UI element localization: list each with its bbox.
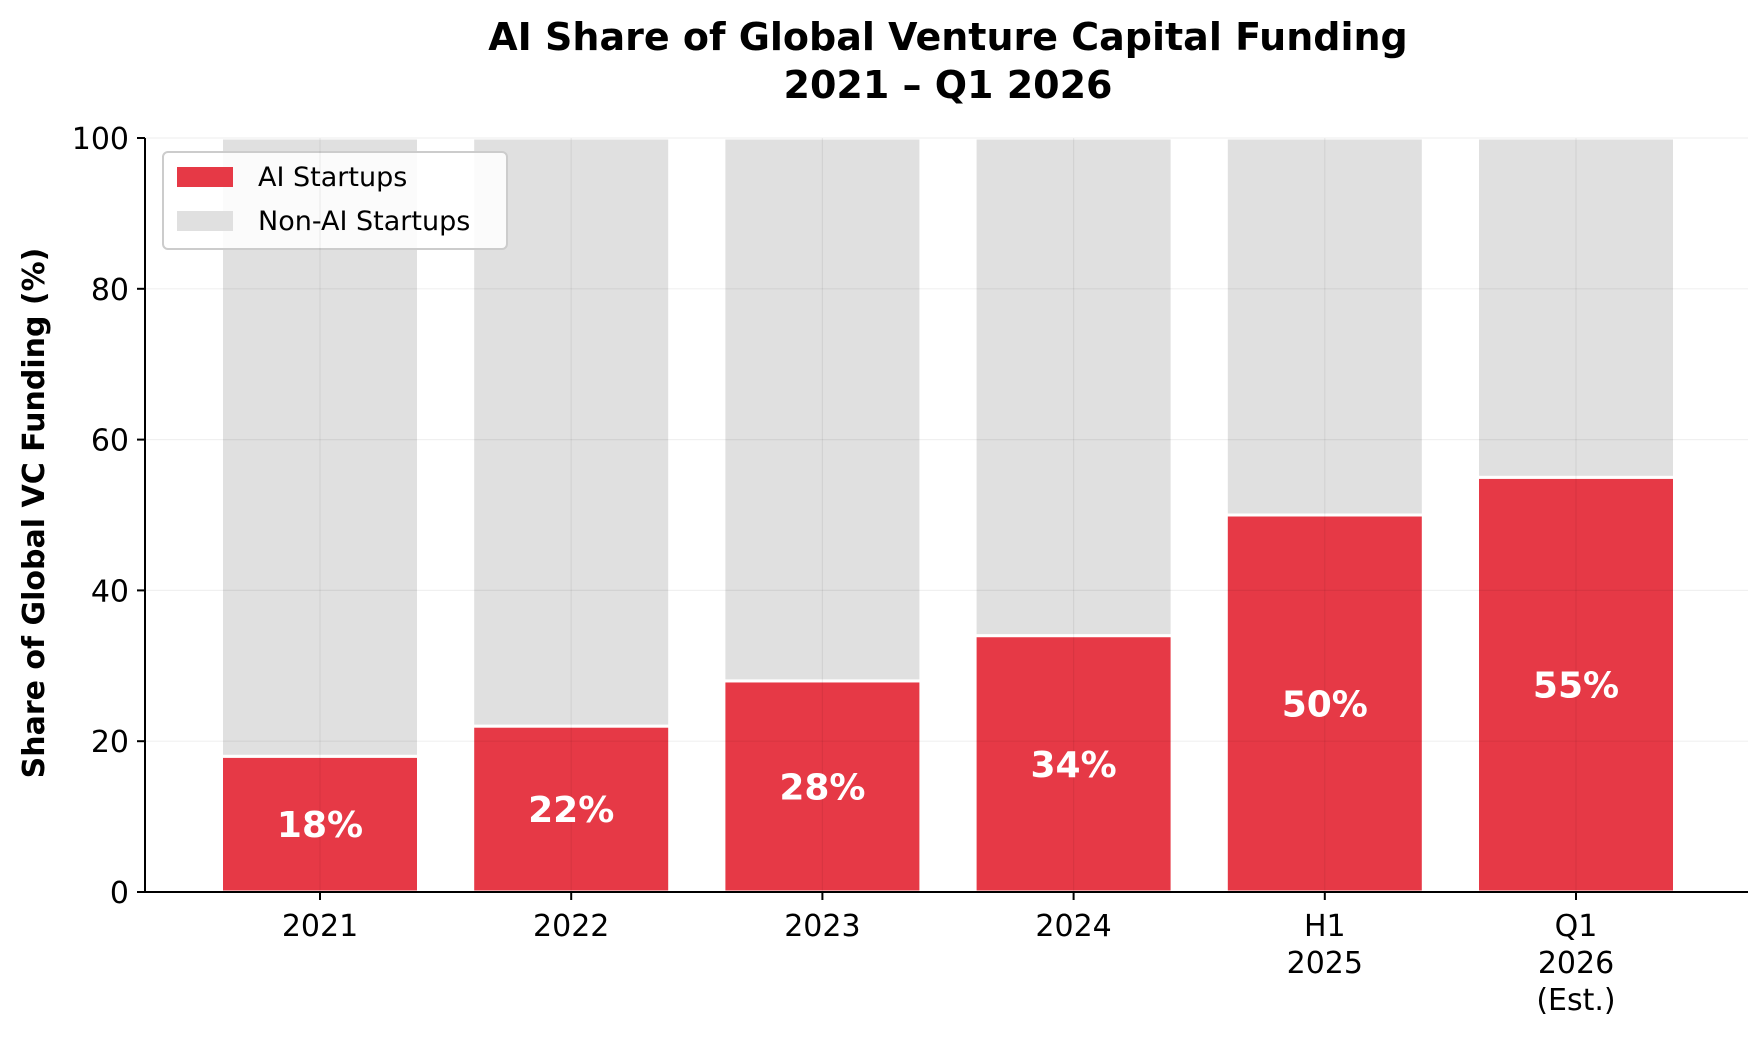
legend-swatch-ai — [177, 167, 233, 187]
chart-subtitle: 2021 – Q1 2026 — [784, 63, 1113, 107]
y-axis-label: Share of Global VC Funding (%) — [17, 248, 52, 779]
x-tick-label: 2021 — [282, 909, 358, 944]
y-tick-label: 20 — [91, 725, 129, 760]
y-tick-label: 100 — [72, 122, 129, 157]
chart-title: AI Share of Global Venture Capital Fundi… — [488, 15, 1407, 59]
y-tick-label: 80 — [91, 273, 129, 308]
bar-non-ai-3 — [973, 136, 1174, 638]
x-tick-label-line: 2024 — [1035, 909, 1111, 944]
x-tick-label-line: 2022 — [533, 909, 609, 944]
legend-box — [162, 151, 508, 250]
axes: 0 20 40 60 80 100 2021 2022 2023 2024 H1 2025 Q1 2026… — [72, 122, 1748, 1018]
legend-label-ai: AI Startups — [258, 162, 407, 193]
y-tick-label: 0 — [110, 876, 129, 911]
x-tick-label-line: 2021 — [282, 909, 358, 944]
x-tick-label-line: H1 — [1304, 909, 1346, 944]
bar-data-label: 22% — [528, 790, 614, 831]
bar-ai-3 — [973, 634, 1174, 894]
gridlines — [145, 137, 1748, 893]
bar-ai-4 — [1224, 513, 1425, 894]
bars — [220, 136, 1676, 894]
bar-data-label: 50% — [1282, 685, 1368, 726]
x-tick-label-line: 2023 — [784, 909, 860, 944]
data-labels: 18% 22% 28% 34% 50% 55% — [277, 666, 1619, 846]
bar-data-label: 28% — [779, 767, 865, 808]
bar-non-ai-2 — [722, 136, 923, 683]
bar-ai-0 — [220, 754, 420, 894]
bar-data-label: 18% — [277, 805, 363, 846]
y-tick-label: 40 — [91, 574, 129, 609]
bar-non-ai-4 — [1224, 136, 1425, 517]
legend: AI Startups Non-AI Startups — [162, 151, 508, 250]
legend-swatch-non-ai — [177, 211, 233, 231]
x-tick-label-line: (Est.) — [1536, 983, 1615, 1018]
x-tick-label-line: 2025 — [1287, 946, 1363, 981]
legend-label-non-ai: Non-AI Startups — [258, 206, 470, 237]
bar-non-ai-5 — [1476, 136, 1676, 479]
bar-data-label: 55% — [1533, 666, 1619, 707]
x-tick-label: Q1 2026 (Est.) — [1536, 909, 1615, 1018]
x-tick-label: H1 2025 — [1287, 909, 1363, 981]
x-tick-label: 2023 — [784, 909, 860, 944]
x-tick-label: 2022 — [533, 909, 609, 944]
x-tick-label-line: 2026 — [1538, 946, 1614, 981]
x-tick-label-line: Q1 — [1555, 909, 1598, 944]
bar-data-label: 34% — [1031, 745, 1117, 786]
y-tick-label: 60 — [91, 424, 129, 459]
x-tick-label: 2024 — [1035, 909, 1111, 944]
bar-ai-1 — [471, 724, 672, 894]
